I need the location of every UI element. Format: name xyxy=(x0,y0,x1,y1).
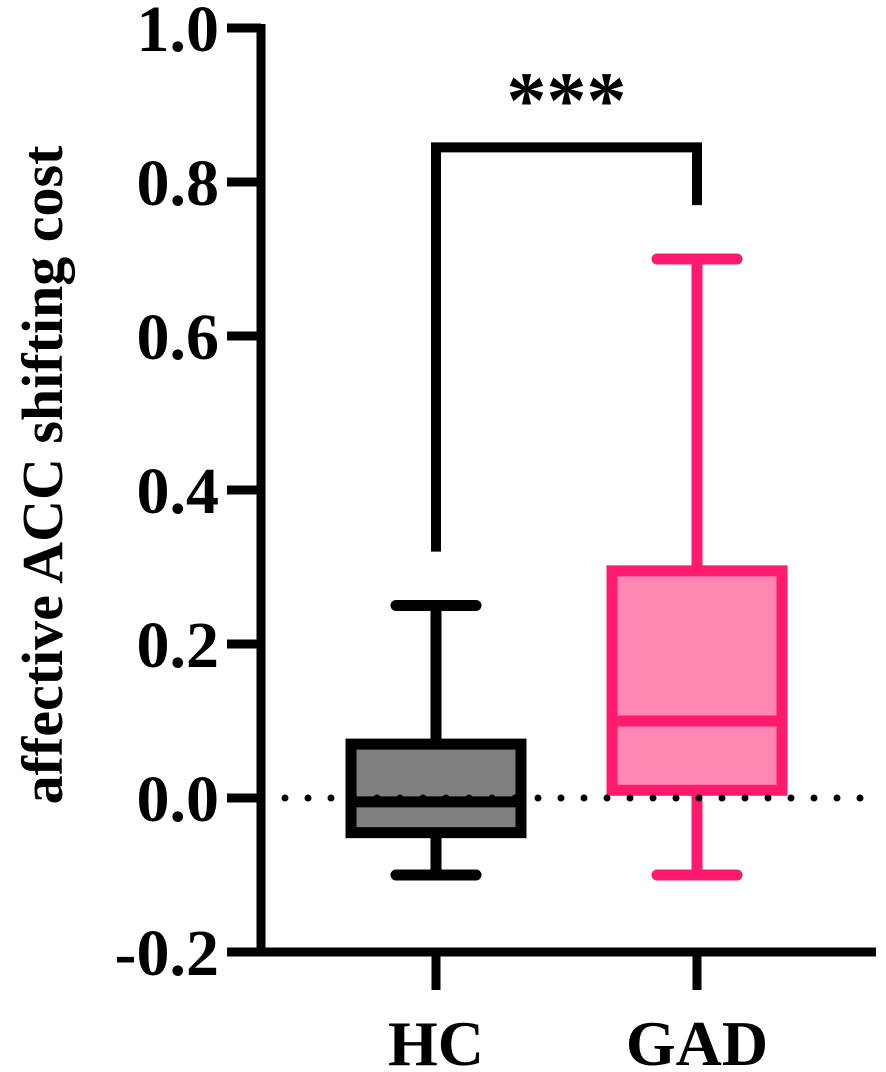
y-tick-label: 1.0 xyxy=(137,0,220,66)
significance-annotation: *** xyxy=(431,57,702,552)
box-gad xyxy=(606,253,788,881)
y-tick-label: -0.2 xyxy=(115,917,219,990)
box-hc xyxy=(345,600,527,881)
y-tick-label: 0.8 xyxy=(137,147,220,220)
significance-label: *** xyxy=(507,57,627,145)
y-tick-label: 0.4 xyxy=(137,455,220,528)
y-tick-label: 0.6 xyxy=(137,301,220,374)
y-tick-label: 0.2 xyxy=(137,609,220,682)
y-axis: -0.2 0.0 0.2 0.4 0.6 0.8 1.0 xyxy=(115,0,266,990)
x-tick-label-gad: GAD xyxy=(626,1008,768,1072)
significance-bracket xyxy=(431,142,702,552)
x-tick-label-hc: HC xyxy=(388,1008,484,1072)
y-tick-label: 0.0 xyxy=(137,763,220,836)
box-iqr xyxy=(606,565,788,796)
boxes xyxy=(281,253,880,881)
y-axis-label: affective ACC shifting cost xyxy=(10,145,75,805)
x-axis: HC GAD xyxy=(257,947,876,1072)
box-iqr xyxy=(345,738,527,839)
